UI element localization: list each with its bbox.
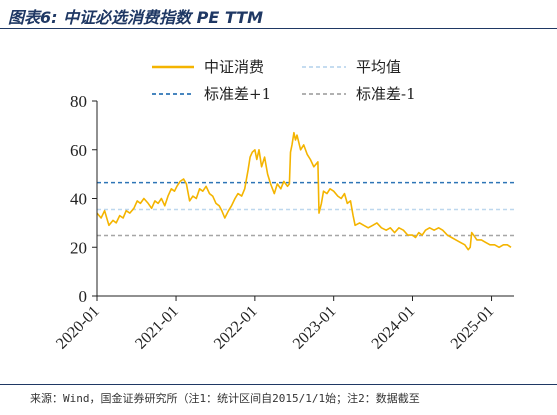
- title-rule: [0, 28, 557, 29]
- figure-title: 图表6: 中证必选消费指数 PE TTM: [8, 8, 264, 27]
- legend-label-series-0: 中证消费: [204, 58, 264, 76]
- y-tick-label-1: 20: [70, 238, 87, 257]
- footer-rule: [0, 384, 557, 385]
- x-tick-label-5: 2025-01: [448, 303, 498, 353]
- x-tick-label-4: 2024-01: [369, 303, 419, 353]
- y-tick-label-4: 80: [70, 92, 87, 111]
- y-tick-label-2: 40: [70, 190, 87, 209]
- legend-label-series-1: 平均值: [356, 58, 401, 76]
- y-tick-label-3: 60: [70, 141, 87, 160]
- y-tick-label-0: 0: [79, 287, 88, 306]
- legend-label-series-2: 标准差+1: [204, 85, 271, 103]
- y-axis: 0 20 40 60 80: [70, 92, 98, 306]
- series-lines: [96, 131, 512, 251]
- x-tick-label-0: 2020-01: [53, 303, 103, 353]
- legend: 中证消费 平均值 标准差+1 标准差-1: [152, 58, 416, 103]
- reference-lines: [97, 181, 514, 237]
- source-note: 来源：Wind，国金证券研究所（注1：统计区间自2015/1/1始；注2：数据截…: [30, 392, 420, 405]
- x-tick-label-2: 2022-01: [211, 303, 261, 353]
- x-tick-label-1: 2021-01: [132, 303, 182, 353]
- legend-label-series-3: 标准差-1: [356, 85, 416, 103]
- x-tick-label-3: 2023-01: [290, 303, 340, 353]
- x-axis: 2020-01 2021-01 2022-01 2023-01 2024-01 2025-…: [53, 295, 514, 353]
- series-line-0: [96, 131, 512, 251]
